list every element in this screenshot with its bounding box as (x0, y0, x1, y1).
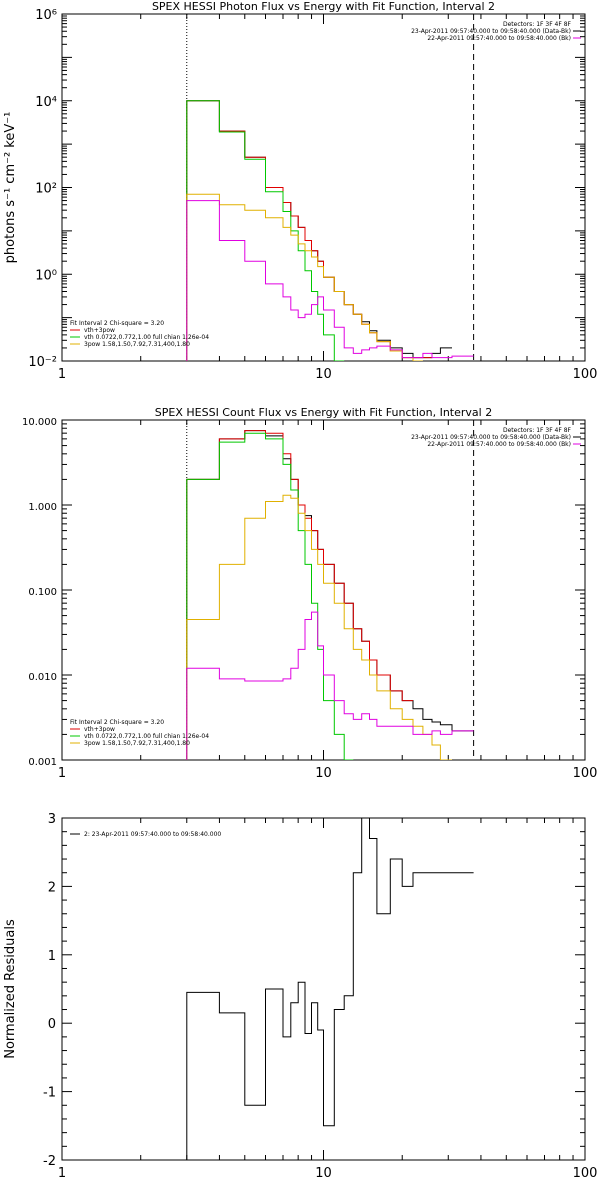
y-tick-label: 1.000 (28, 502, 57, 513)
y-tick-label: 10² (35, 182, 57, 197)
x-tick-label: 10 (315, 367, 332, 382)
chart-title: SPEX HESSI Count Flux vs Energy with Fit… (155, 406, 492, 419)
legend-left-entry: vth 0.0722,0.772,1.00 full chian 1.26e-0… (84, 334, 209, 341)
y-tick-label: 0.001 (28, 757, 57, 768)
y-tick-label: 0.010 (28, 672, 57, 683)
y-tick-label: 0.100 (28, 587, 57, 598)
series-line-data-bk (186, 100, 452, 361)
legend-left: Fit Interval 2 Chi-square = 3.20vth+3pow… (70, 719, 209, 747)
legend-left-entry: vth+3pow (84, 726, 115, 733)
x-tick-label: 1 (58, 1166, 66, 1181)
y-tick-label: 10⁶ (35, 8, 57, 23)
legend-left-entry: Fit Interval 2 Chi-square = 3.20 (70, 719, 164, 726)
legend-left-entry: 3pow 1.58,1.50,7.92,7.31,400,1.80 (84, 341, 190, 348)
x-axis: 1 10 100 (58, 14, 598, 382)
y-tick-label: -1 (43, 1086, 56, 1101)
legend-left-entry: 2: 23-Apr-2011 09:57:40.000 to 09:58:40.… (84, 831, 221, 838)
legend-right-entry: 22-Apr-2011 09:57:40.000 to 09:58:40.000… (427, 35, 571, 42)
series-line-vth-3pow (186, 100, 432, 361)
series-line-vth-3pow (186, 430, 413, 760)
series-group (186, 818, 474, 1160)
series-line-data-bk (186, 430, 474, 760)
y-axis: 0.001 0.010 0.100 1.000 10.000 (22, 417, 585, 768)
y-axis: -2 -1 0 1 2 3 (43, 812, 585, 1169)
x-tick-label: 10 (315, 766, 332, 781)
legend-right-entry: Detectors: 1F 3F 4F 8F (503, 21, 572, 28)
series-group (186, 430, 474, 760)
y-tick-label: -2 (43, 1154, 56, 1169)
y-tick-label: 3 (48, 812, 56, 827)
y-tick-label: 0 (48, 1017, 56, 1032)
plot-frame (61, 419, 586, 761)
series-line-vth (186, 432, 354, 760)
y-tick-label: 10.000 (22, 417, 57, 428)
series-line-3pow (186, 494, 452, 760)
x-axis: 1 10 100 (58, 818, 598, 1181)
x-tick-label: 1 (58, 766, 66, 781)
x-tick-label: 10 (315, 1166, 332, 1181)
count-flux-panel: SPEX HESSI Count Flux vs Energy with Fit… (22, 406, 597, 781)
legend-left: Fit Interval 2 Chi-square = 3.20vth+3pow… (70, 320, 209, 348)
y-tick-label: 10⁻² (28, 355, 57, 370)
series-line-3pow (186, 193, 423, 361)
legend-left-entry: vth 0.0722,0.772,1.00 full chian 1.26e-0… (84, 733, 209, 740)
series-line-2-23-apr-2011-09-57-40-000-to-09-58-40-000 (186, 818, 474, 1160)
legend-right-entry: 23-Apr-2011 09:57:40.000 to 09:58:40.000… (411, 28, 571, 35)
photon-flux-panel: SPEX HESSI Photon Flux vs Energy with Fi… (3, 0, 597, 382)
legend-right-entry: 23-Apr-2011 09:57:40.000 to 09:58:40.000… (411, 434, 571, 441)
legend-left-entry: Fit Interval 2 Chi-square = 3.20 (70, 320, 164, 327)
legend-left: 2: 23-Apr-2011 09:57:40.000 to 09:58:40.… (70, 831, 221, 838)
legend-left-entry: 3pow 1.58,1.50,7.92,7.31,400,1.80 (84, 740, 190, 747)
x-tick-label: 100 (573, 367, 598, 382)
y-axis-label: photons s⁻¹ cm⁻² keV⁻¹ (3, 112, 18, 264)
series-group (186, 100, 474, 361)
series-line-bk (186, 611, 474, 760)
x-axis: 1 10 100 (58, 420, 598, 781)
y-axis-label: Normalized Residuals (3, 919, 18, 1059)
series-line-vth (186, 100, 345, 361)
y-axis: 10⁻² 10⁰ 10² 10⁴ 10⁶ (28, 8, 585, 370)
y-tick-label: 10⁰ (35, 268, 57, 283)
legend-left-entry: vth+3pow (84, 327, 115, 334)
legend-right-entry: 22-Apr-2011 09:57:40.000 to 09:58:40.000… (427, 441, 571, 448)
x-tick-label: 1 (58, 367, 66, 382)
y-tick-label: 2 (48, 880, 56, 895)
series-line-bk (186, 200, 474, 361)
x-tick-label: 100 (573, 1166, 598, 1181)
residuals-panel: 1 10 100 -2 -1 0 1 2 3 Normalized Residuals 2: 23-… (3, 812, 597, 1181)
y-tick-label: 1 (48, 949, 56, 964)
chart-title: SPEX HESSI Photon Flux vs Energy with Fi… (152, 0, 495, 13)
legend-right-entry: Detectors: 1F 3F 4F 8F (503, 427, 572, 434)
y-tick-label: 10⁴ (35, 95, 57, 110)
x-tick-label: 100 (573, 766, 598, 781)
